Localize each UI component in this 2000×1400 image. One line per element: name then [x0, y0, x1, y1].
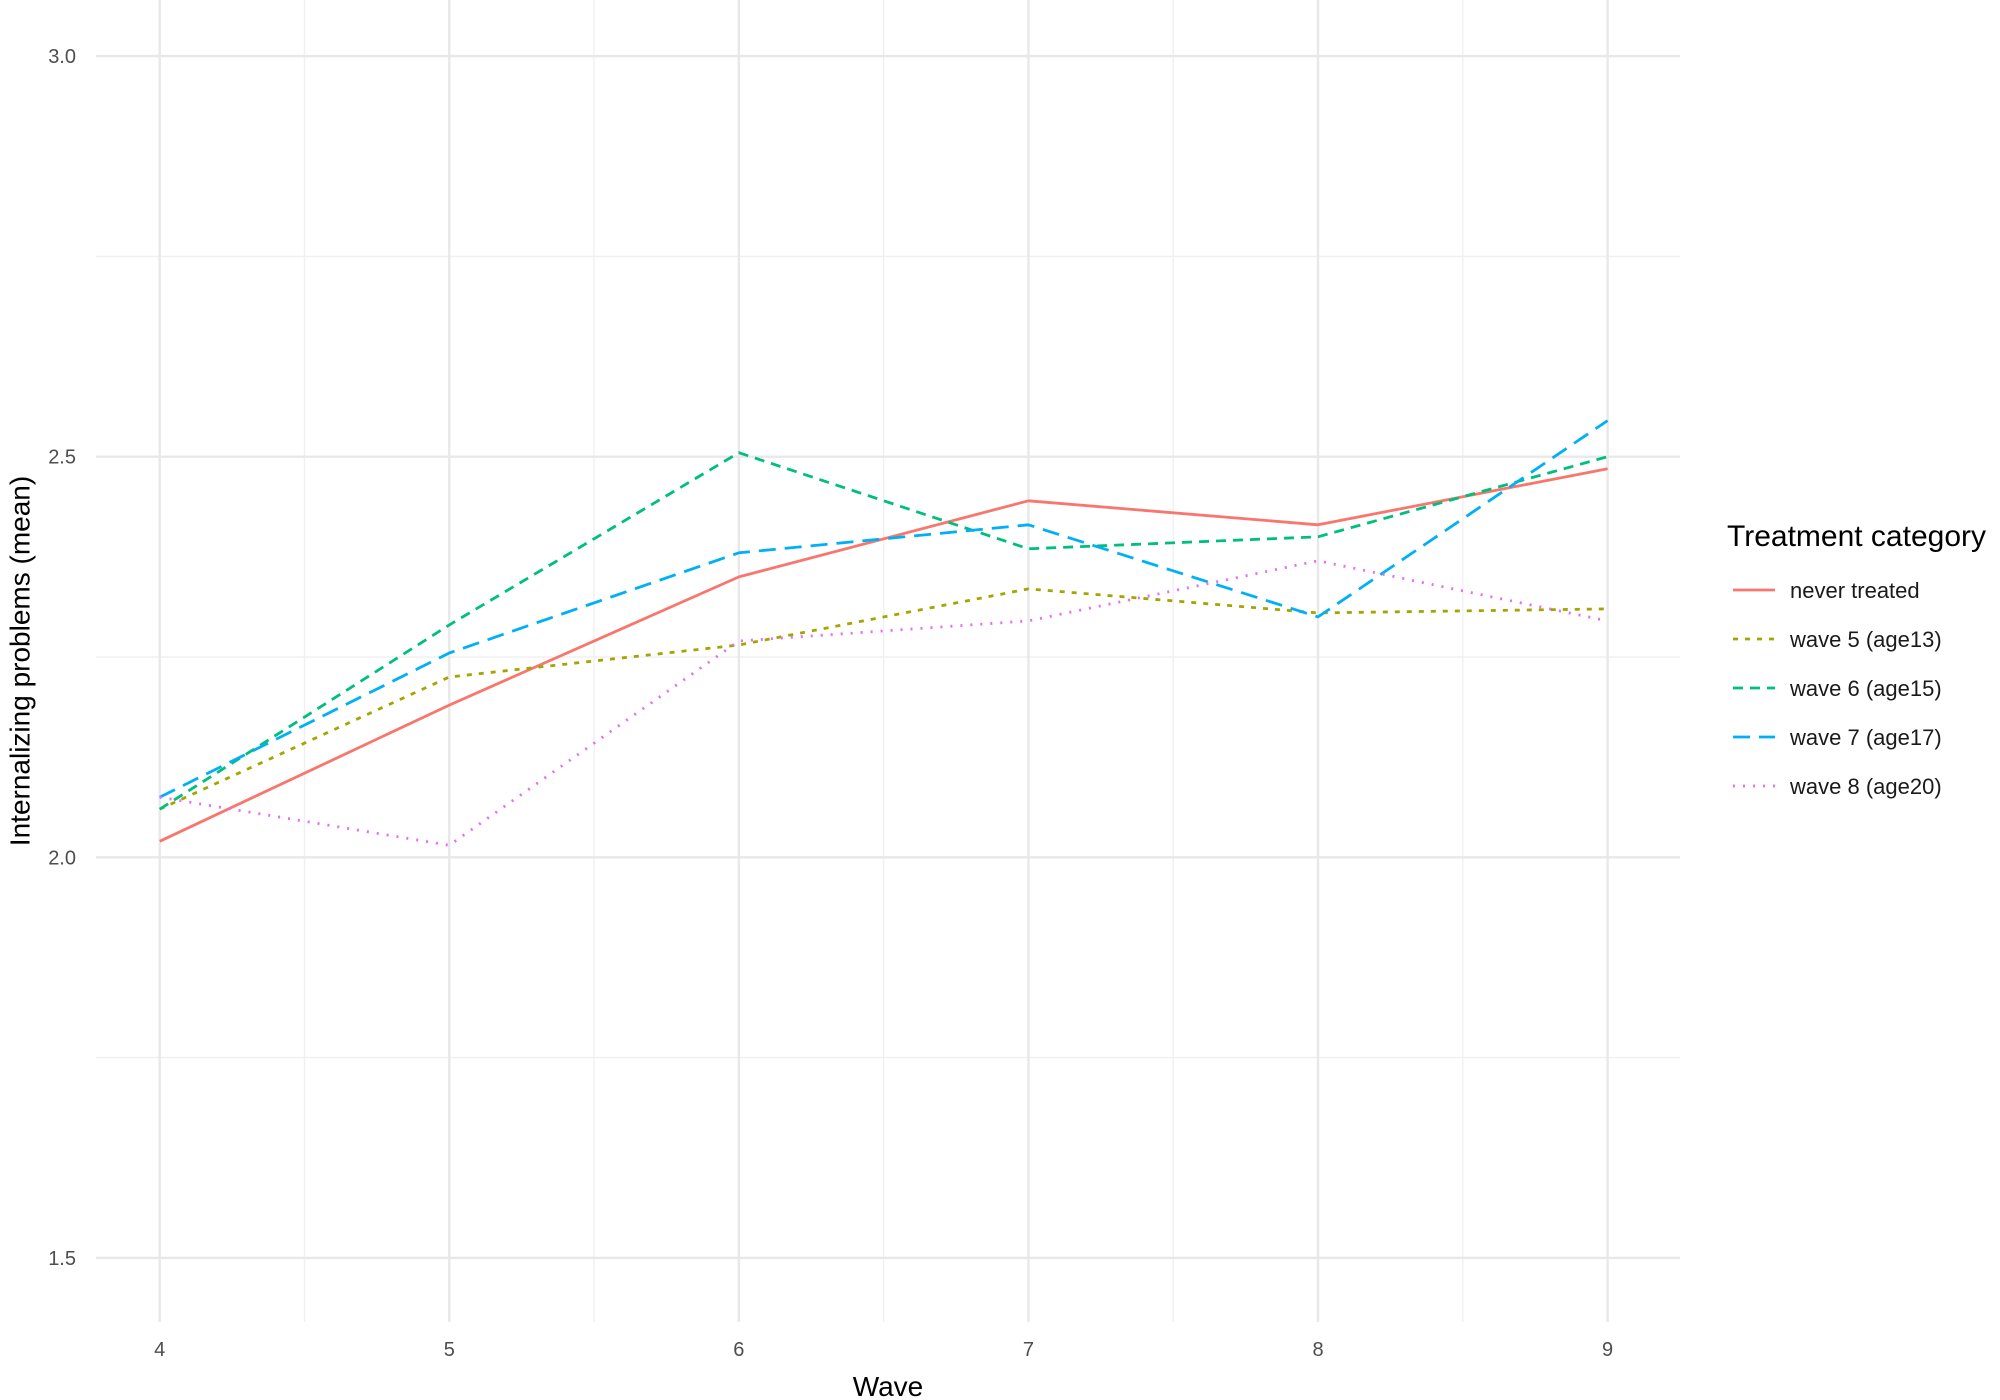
legend-label: wave 8 (age20): [1789, 774, 1942, 799]
series-line-wave-7-age17-: [159, 419, 1609, 799]
x-tick-label: 5: [444, 1339, 455, 1361]
y-tick-label: 3.0: [48, 46, 76, 68]
x-tick-label: 7: [1023, 1339, 1034, 1361]
tick-labels: 4 5 6 7 8 9 1.5 2.0 2.5 3.0: [48, 46, 1613, 1361]
x-tick-label: 8: [1312, 1339, 1323, 1361]
series-line-wave-5-age13-: [159, 587, 1608, 811]
grid: [96, 0, 1680, 1322]
legend-item: wave 6 (age15): [1733, 676, 1942, 701]
legend-label: wave 6 (age15): [1789, 676, 1942, 701]
legend-label: never treated: [1790, 578, 1920, 603]
x-axis-title: Wave: [853, 1371, 924, 1400]
legend-item: wave 8 (age20): [1733, 774, 1942, 799]
y-tick-label: 1.5: [48, 1248, 76, 1270]
legend-title: Treatment category: [1727, 520, 1986, 553]
y-tick-label: 2.0: [48, 847, 76, 869]
y-tick-label: 2.5: [48, 447, 76, 469]
x-tick-label: 4: [154, 1339, 165, 1361]
x-tick-label: 6: [733, 1339, 744, 1361]
x-tick-label: 9: [1602, 1339, 1613, 1361]
legend-label: wave 5 (age13): [1789, 627, 1942, 652]
legend: Treatment category never treated wave 5 (…: [1727, 520, 1986, 799]
series-lines: [158, 419, 1609, 847]
y-axis-title: Internalizing problems (mean): [4, 476, 35, 846]
legend-item: wave 7 (age17): [1733, 725, 1942, 750]
legend-item: wave 5 (age13): [1733, 627, 1942, 652]
legend-label: wave 7 (age17): [1789, 725, 1942, 750]
series-line-never-treated: [159, 467, 1608, 843]
legend-item: never treated: [1733, 578, 1920, 603]
